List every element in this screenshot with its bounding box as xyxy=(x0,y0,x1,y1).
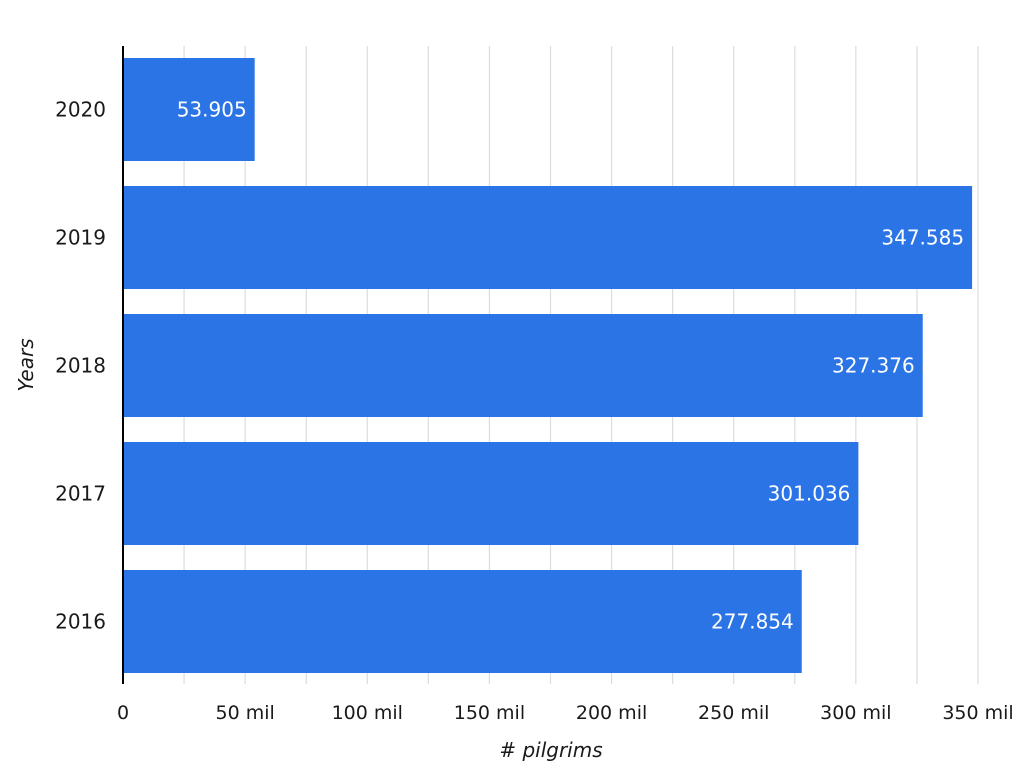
bar xyxy=(123,314,923,417)
x-tick-label: 0 xyxy=(117,702,129,724)
bar-value-label: 327.376 xyxy=(832,354,915,378)
bar-value-label: 301.036 xyxy=(768,482,851,506)
x-tick-label: 350 mil xyxy=(942,702,1013,724)
x-axis-ticks: 0 50 mil 100 mil 150 mil 200 mil 250 mil 300 m… xyxy=(117,702,1014,724)
y-axis-categories: 2020 2019 2018 2017 2016 xyxy=(55,98,106,634)
y-category-label: 2016 xyxy=(55,610,106,634)
x-tick-label: 300 mil xyxy=(820,702,891,724)
x-tick-label: 50 mil xyxy=(215,702,274,724)
x-tick-label: 100 mil xyxy=(332,702,403,724)
x-tick-label: 150 mil xyxy=(454,702,525,724)
bar-value-label: 277.854 xyxy=(711,610,794,634)
y-category-label: 2019 xyxy=(55,226,106,250)
bar xyxy=(123,58,255,161)
x-tick-label: 250 mil xyxy=(698,702,769,724)
bar xyxy=(123,442,859,545)
y-category-label: 2017 xyxy=(55,482,106,506)
bar-value-label: 53.905 xyxy=(177,98,247,122)
bar-value-label: 347.585 xyxy=(881,226,964,250)
bar-value-labels: 53.905 347.585 327.376 301.036 277.854 xyxy=(177,98,964,634)
bar xyxy=(123,186,973,289)
bar xyxy=(123,570,802,673)
x-tick-label: 200 mil xyxy=(576,702,647,724)
y-category-label: 2018 xyxy=(55,354,106,378)
bars xyxy=(123,58,973,673)
y-category-label: 2020 xyxy=(55,98,106,122)
x-axis-title: # pilgrims xyxy=(499,738,602,762)
y-axis-title: Years xyxy=(14,338,38,391)
